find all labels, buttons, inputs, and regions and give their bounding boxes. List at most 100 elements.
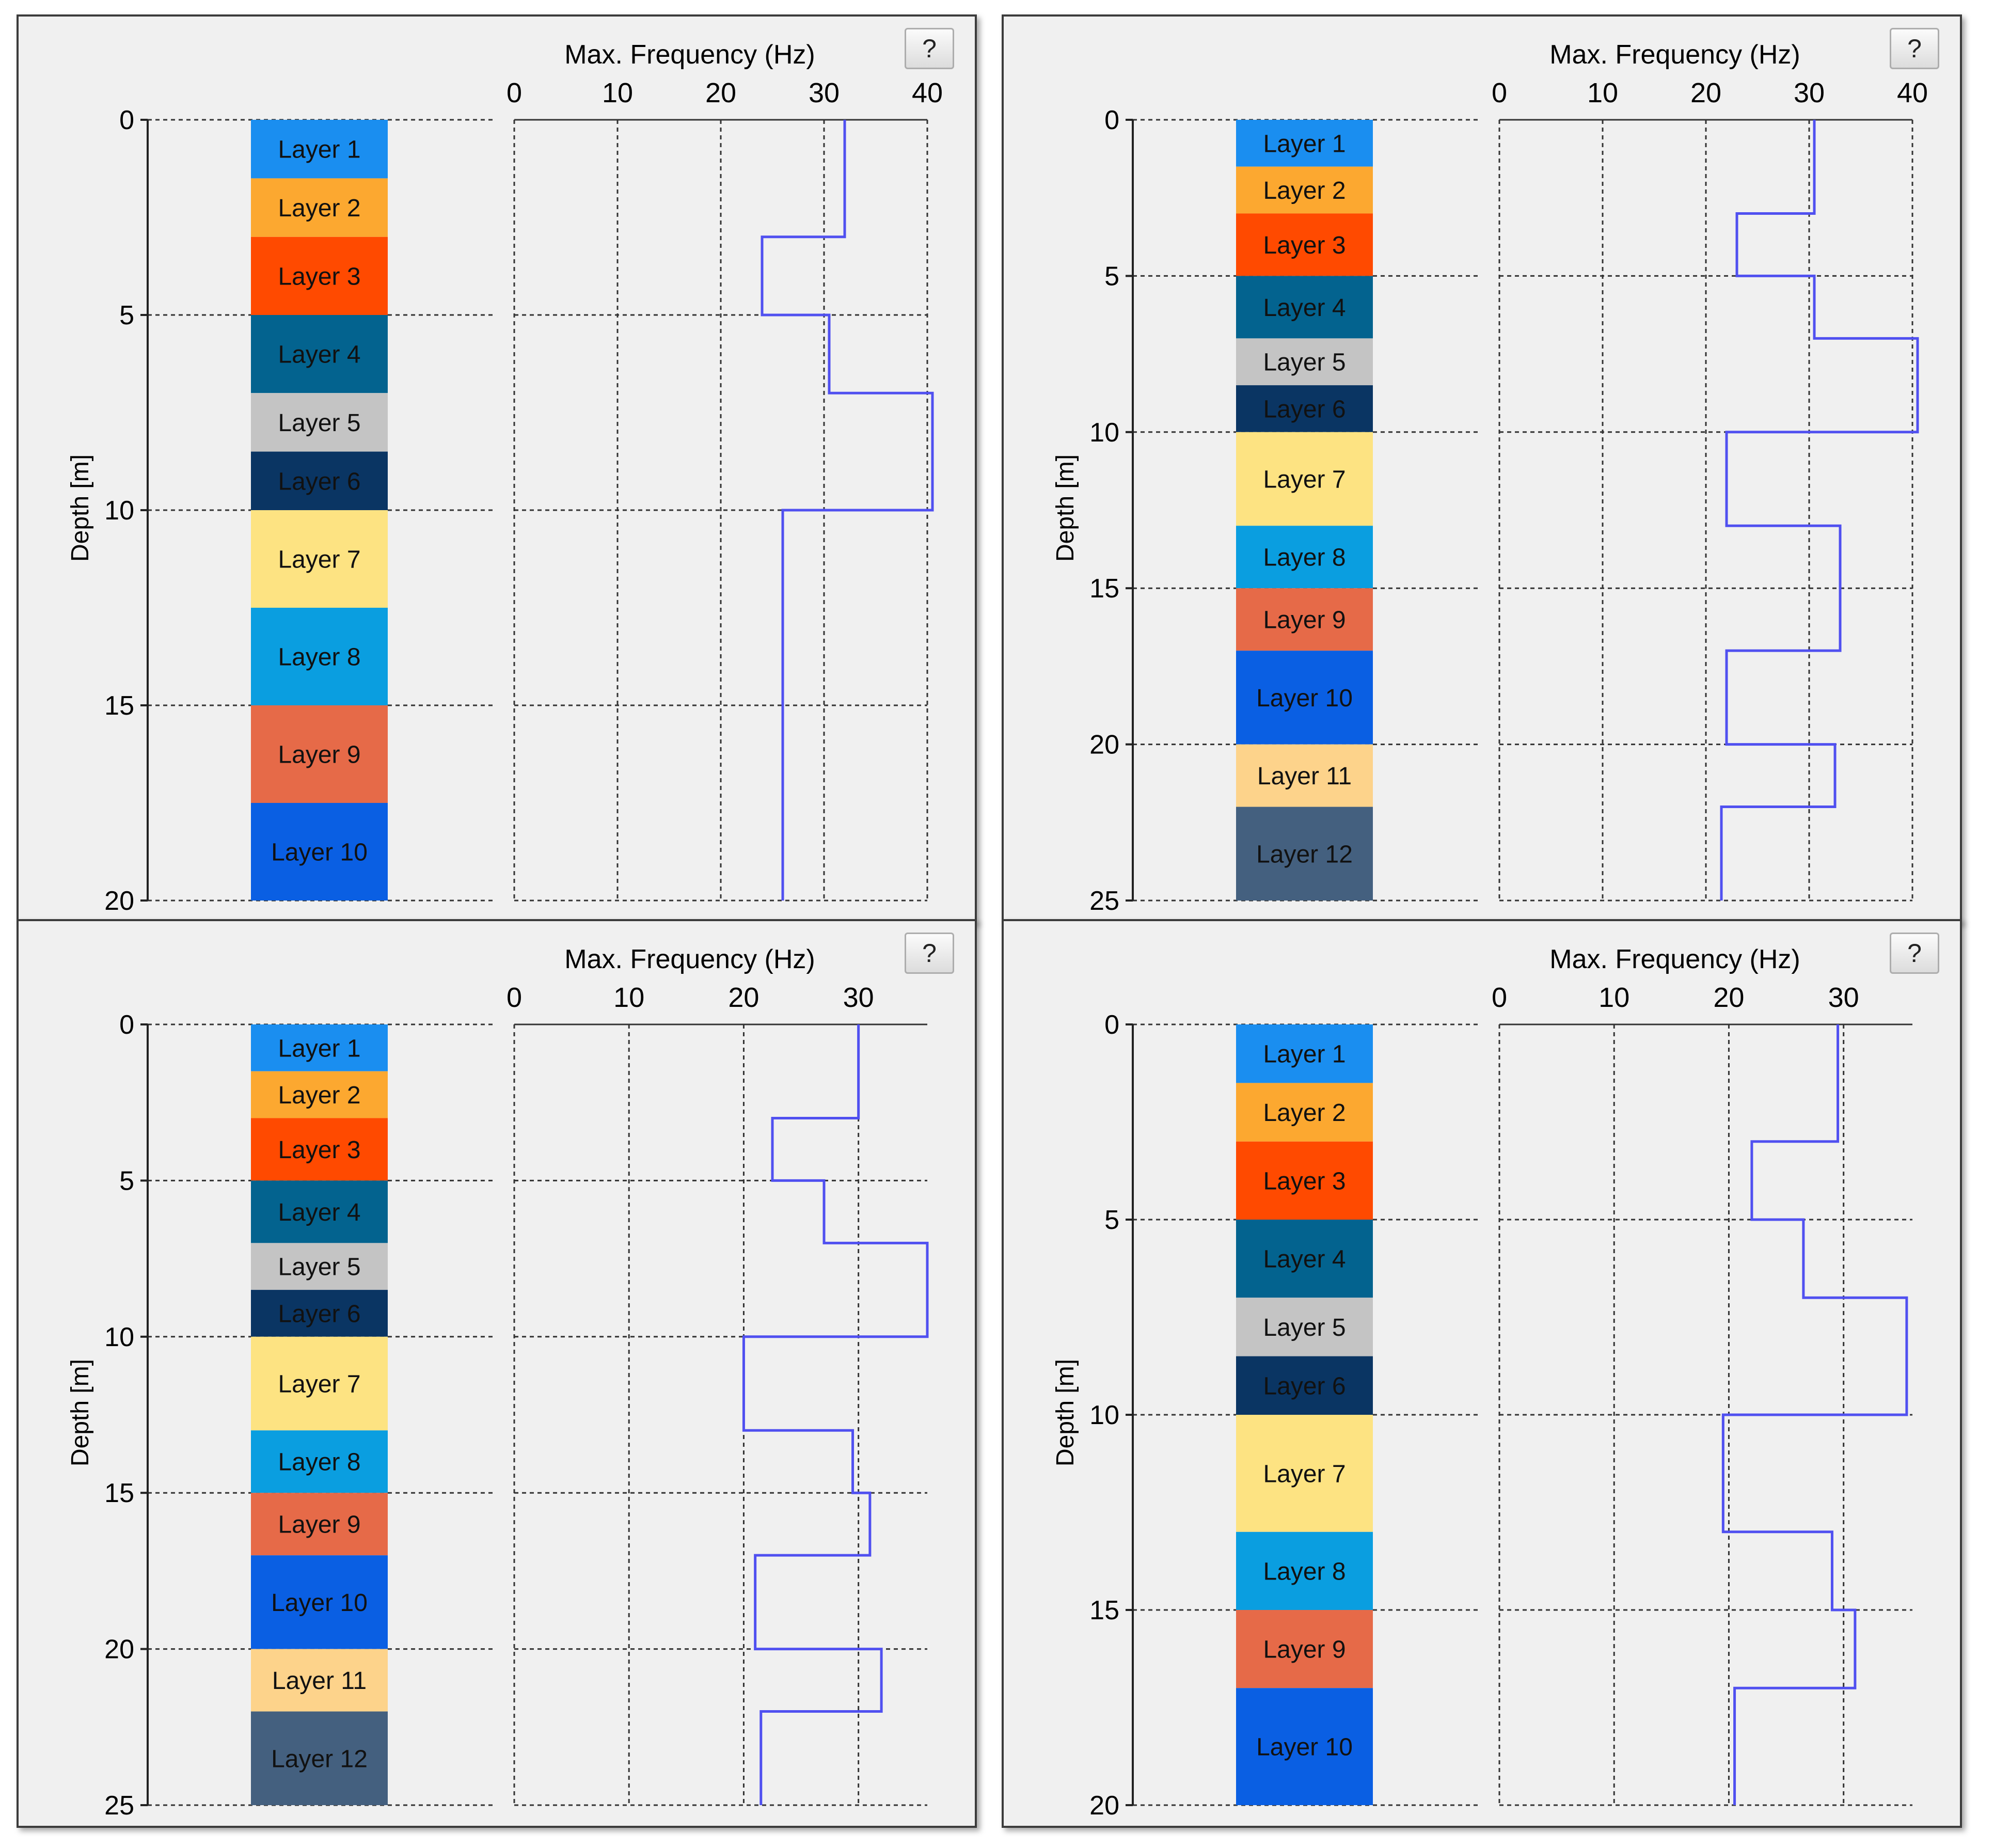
layer-block (1236, 1415, 1373, 1532)
layer-label: Layer 7 (1263, 466, 1346, 494)
depth-tick-label: 10 (1089, 418, 1119, 448)
freq-tick-label: 40 (912, 77, 943, 108)
layer-label: Layer 12 (1256, 841, 1353, 868)
layer-block (1236, 1024, 1373, 1083)
layer-block (1236, 588, 1373, 651)
max-frequency-line (742, 1024, 929, 1805)
depth-tick-label: 0 (119, 105, 134, 135)
layer-label: Layer 2 (278, 1082, 360, 1109)
layer-block (251, 178, 388, 237)
help-button[interactable]: ? (1890, 28, 1939, 69)
depth-tick-label: 20 (1089, 1791, 1119, 1821)
depth-axis-label: Depth [m] (1052, 454, 1079, 562)
layer-block (1236, 1610, 1373, 1688)
layer-block (251, 1180, 388, 1243)
layer-block (1236, 744, 1373, 807)
depth-tick-label: 0 (119, 1010, 134, 1040)
layer-label: Layer 10 (271, 839, 368, 866)
layer-block (1236, 338, 1373, 386)
layer-label: Layer 5 (278, 1254, 360, 1281)
layer-label: Layer 6 (278, 1300, 360, 1328)
layer-block (1236, 1298, 1373, 1356)
freq-tick-label: 30 (809, 77, 840, 108)
layer-block (251, 393, 388, 452)
layer-block (251, 1555, 388, 1649)
depth-tick-label: 5 (1104, 261, 1119, 291)
layer-block (1236, 651, 1373, 745)
freq-axis-title: Max. Frequency (Hz) (1549, 40, 1800, 70)
layer-block (251, 705, 388, 803)
layer-block (1236, 807, 1373, 901)
layer-label: Layer 4 (278, 341, 360, 369)
freq-axis-title: Max. Frequency (Hz) (564, 944, 815, 974)
chart-svg: 0 5 10 15 20 25 0 10 20 30 40 Layer 1 Layer 2 Layer 3… (1089, 77, 1928, 916)
layer-label: Layer 1 (278, 136, 360, 164)
freq-tick-label: 20 (1713, 982, 1744, 1013)
depth-axis-label: Depth [m] (67, 1359, 94, 1466)
chart-svg: 0 5 10 15 20 25 0 10 20 30 Layer 1 Layer 2 Layer 3 La… (104, 982, 929, 1821)
layer-label: Layer 6 (1263, 1372, 1346, 1400)
layer-label: Layer 1 (278, 1035, 360, 1062)
layer-label: Layer 7 (278, 1371, 360, 1398)
layer-label: Layer 8 (1263, 544, 1346, 572)
layer-block (1236, 385, 1373, 432)
layer-label: Layer 4 (1263, 1246, 1346, 1273)
layer-block (251, 1430, 388, 1493)
chart-svg: 0 5 10 15 20 0 10 20 30 40 Layer 1 Layer 2 Layer 3 La… (104, 77, 943, 916)
freq-tick-label: 40 (1897, 77, 1928, 108)
freq-tick-label: 10 (1599, 982, 1629, 1013)
layer-block (251, 1243, 388, 1290)
freq-tick-label: 30 (1828, 982, 1859, 1013)
chart-panel-bottom-left: 0 5 10 15 20 25 0 10 20 30 Layer 1 Layer 2 Layer 3 La… (17, 919, 977, 1828)
help-button[interactable]: ? (905, 933, 954, 974)
layer-label: Layer 7 (278, 546, 360, 574)
layer-label: Layer 6 (1263, 396, 1346, 423)
layer-block (251, 1024, 388, 1071)
layer-label: Layer 7 (1263, 1460, 1346, 1488)
freq-axis-title: Max. Frequency (Hz) (1549, 944, 1800, 974)
freq-tick-label: 0 (1492, 982, 1507, 1013)
freq-tick-label: 20 (705, 77, 736, 108)
layer-label: Layer 8 (278, 644, 360, 671)
freq-tick-label: 0 (507, 77, 522, 108)
layer-label: Layer 1 (1263, 130, 1346, 157)
layer-label: Layer 3 (278, 263, 360, 290)
max-frequency-line (1720, 120, 1919, 901)
layer-block (1236, 276, 1373, 339)
layer-label: Layer 5 (278, 409, 360, 437)
depth-axis-label: Depth [m] (1052, 1359, 1079, 1466)
freq-tick-label: 10 (613, 982, 644, 1013)
freq-tick-label: 30 (843, 982, 874, 1013)
freq-tick-label: 0 (507, 982, 522, 1013)
depth-tick-label: 10 (104, 1322, 134, 1352)
layer-label: Layer 1 (1263, 1041, 1346, 1068)
layer-label: Layer 5 (1263, 1314, 1346, 1341)
layer-block (1236, 1141, 1373, 1220)
layer-label: Layer 11 (272, 1667, 367, 1695)
layer-block (251, 1118, 388, 1181)
layer-block (251, 1290, 388, 1337)
freq-tick-label: 20 (1690, 77, 1721, 108)
depth-axis-label: Depth [m] (67, 454, 94, 562)
layer-block (251, 120, 388, 179)
layer-label: Layer 3 (1263, 232, 1346, 259)
layer-block (251, 1071, 388, 1118)
max-frequency-line (1721, 1024, 1908, 1805)
layer-label: Layer 12 (271, 1745, 368, 1773)
help-button[interactable]: ? (905, 28, 954, 69)
layer-label: Layer 2 (1263, 1099, 1346, 1127)
depth-tick-label: 0 (1104, 1010, 1119, 1040)
depth-tick-label: 15 (1089, 574, 1119, 604)
layer-label: Layer 3 (1263, 1167, 1346, 1195)
depth-tick-label: 25 (1089, 886, 1119, 916)
layer-label: Layer 4 (278, 1199, 360, 1226)
layer-block (1236, 1688, 1373, 1805)
chart-panel-bottom-right: 0 5 10 15 20 0 10 20 30 Layer 1 Layer 2 Layer 3 Laye… (1002, 919, 1962, 1828)
layer-block (251, 510, 388, 608)
depth-tick-label: 5 (119, 1166, 134, 1196)
help-button[interactable]: ? (1890, 933, 1939, 974)
freq-tick-label: 30 (1794, 77, 1825, 108)
depth-tick-label: 20 (104, 1635, 134, 1665)
layer-block (1236, 213, 1373, 276)
layer-label: Layer 10 (1256, 1734, 1353, 1761)
